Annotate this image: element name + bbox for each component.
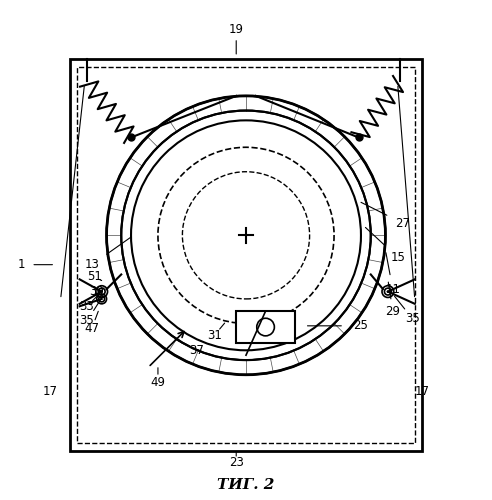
Text: 35: 35 bbox=[405, 312, 420, 325]
Text: 39: 39 bbox=[90, 285, 104, 298]
Text: 11: 11 bbox=[385, 282, 400, 296]
Text: 25: 25 bbox=[354, 320, 369, 332]
Text: 13: 13 bbox=[85, 258, 99, 271]
Text: 49: 49 bbox=[151, 376, 165, 388]
Text: 35: 35 bbox=[80, 314, 94, 328]
Text: 19: 19 bbox=[229, 24, 244, 36]
Bar bbox=[77, 66, 415, 443]
Text: 51: 51 bbox=[87, 270, 102, 283]
Bar bbox=[236, 311, 295, 343]
Text: 23: 23 bbox=[229, 456, 244, 469]
Text: 17: 17 bbox=[415, 386, 430, 398]
Text: 29: 29 bbox=[385, 304, 400, 318]
Text: 47: 47 bbox=[85, 322, 99, 335]
Text: 15: 15 bbox=[390, 251, 405, 264]
Text: 17: 17 bbox=[43, 386, 58, 398]
Text: 1: 1 bbox=[17, 258, 25, 271]
Text: 31: 31 bbox=[207, 329, 221, 342]
Text: 33: 33 bbox=[80, 300, 94, 313]
Bar bbox=[70, 59, 422, 450]
Text: ΤИГ. 2: ΤИГ. 2 bbox=[217, 478, 275, 492]
Text: 37: 37 bbox=[189, 344, 205, 357]
Text: 27: 27 bbox=[395, 216, 410, 230]
